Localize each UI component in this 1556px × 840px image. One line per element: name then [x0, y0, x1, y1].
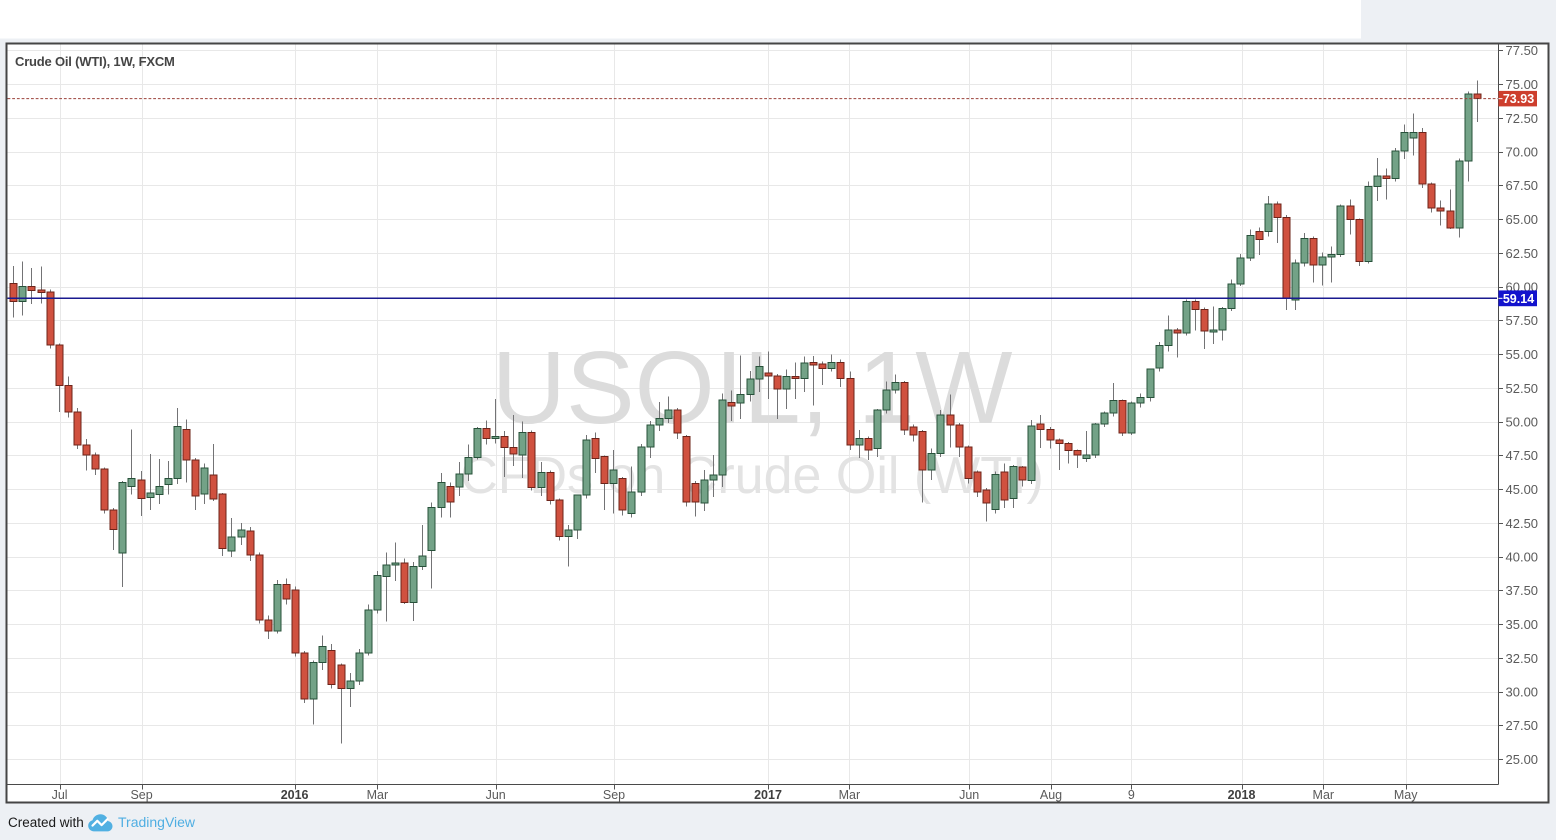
svg-text:55.00: 55.00 [1506, 347, 1539, 362]
svg-text:62.50: 62.50 [1506, 246, 1539, 261]
svg-text:Sep: Sep [130, 788, 152, 802]
svg-text:Mar: Mar [839, 788, 861, 802]
svg-text:May: May [1394, 788, 1418, 802]
svg-text:9: 9 [1128, 788, 1135, 802]
svg-text:67.50: 67.50 [1506, 178, 1539, 193]
svg-text:Created with: Created with [8, 815, 84, 830]
svg-text:Aug: Aug [1040, 788, 1062, 802]
svg-text:TradingView: TradingView [118, 814, 196, 830]
svg-text:52.50: 52.50 [1506, 381, 1539, 396]
svg-text:65.00: 65.00 [1506, 212, 1539, 227]
svg-text:Mar: Mar [367, 788, 389, 802]
svg-text:35.00: 35.00 [1506, 617, 1539, 632]
svg-text:30.00: 30.00 [1506, 685, 1539, 700]
svg-text:Jun: Jun [959, 788, 979, 802]
svg-text:Mar: Mar [1313, 788, 1335, 802]
svg-text:50.00: 50.00 [1506, 415, 1539, 430]
svg-text:27.50: 27.50 [1506, 718, 1539, 733]
svg-text:75.00: 75.00 [1506, 77, 1539, 92]
svg-text:47.50: 47.50 [1506, 448, 1539, 463]
svg-text:40.00: 40.00 [1506, 550, 1539, 565]
svg-text:Jun: Jun [486, 788, 506, 802]
svg-text:59.14: 59.14 [1503, 292, 1534, 306]
svg-text:2017: 2017 [754, 788, 782, 802]
svg-text:Jul: Jul [52, 788, 68, 802]
svg-text:73.93: 73.93 [1503, 92, 1534, 106]
svg-text:70.00: 70.00 [1506, 145, 1539, 160]
svg-text:Sep: Sep [603, 788, 625, 802]
svg-text:2018: 2018 [1228, 788, 1256, 802]
svg-text:2016: 2016 [281, 788, 309, 802]
svg-text:45.00: 45.00 [1506, 482, 1539, 497]
svg-text:42.50: 42.50 [1506, 516, 1539, 531]
svg-text:32.50: 32.50 [1506, 651, 1539, 666]
svg-text:Crude Oil (WTI), 1W, FXCM: Crude Oil (WTI), 1W, FXCM [15, 54, 175, 69]
svg-text:25.00: 25.00 [1506, 752, 1539, 767]
svg-text:57.50: 57.50 [1506, 313, 1539, 328]
svg-text:77.50: 77.50 [1506, 43, 1539, 58]
svg-text:72.50: 72.50 [1506, 111, 1539, 126]
svg-text:37.50: 37.50 [1506, 583, 1539, 598]
svg-text:CFDs on Crude Oil (WTI): CFDs on Crude Oil (WTI) [460, 447, 1044, 505]
